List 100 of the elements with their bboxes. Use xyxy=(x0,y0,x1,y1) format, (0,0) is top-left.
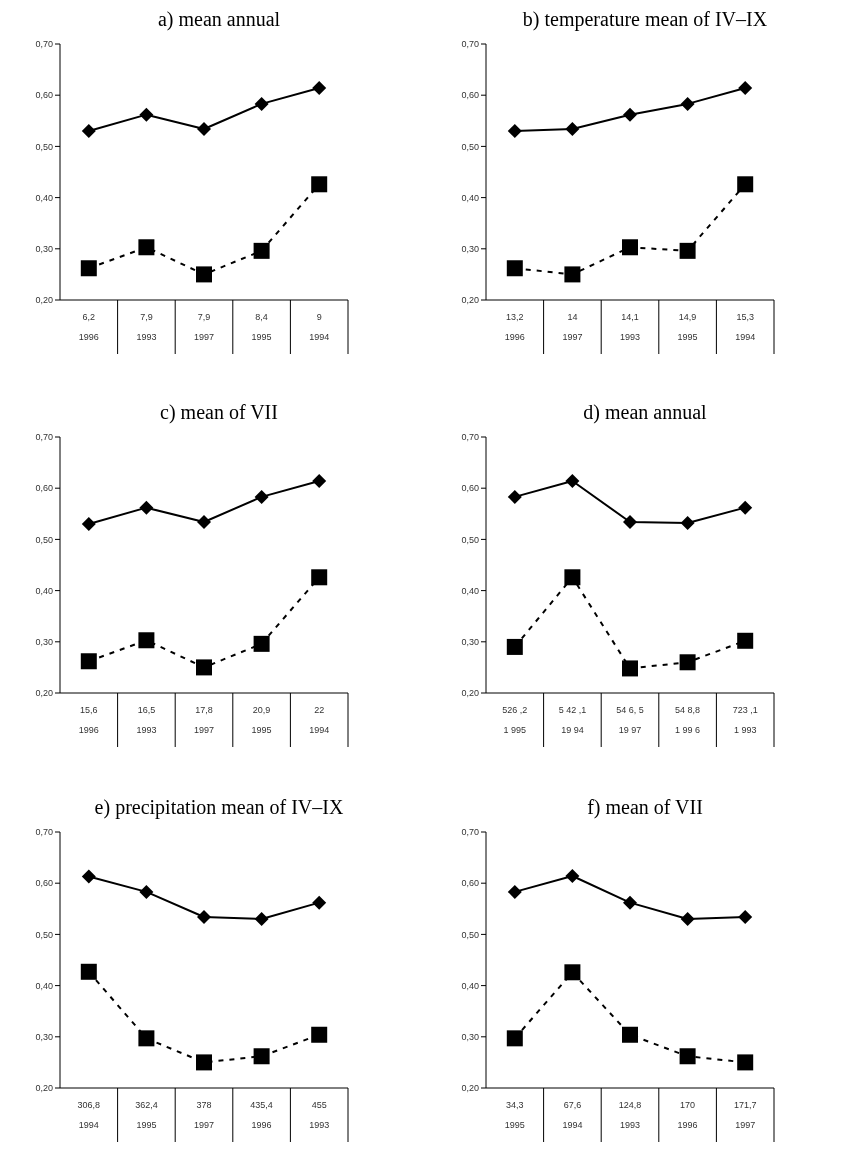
x-tick-label: 306,8 1994 xyxy=(77,1100,101,1130)
chart-title: b) temperature mean of IV–IX xyxy=(521,8,769,33)
point xyxy=(565,121,580,136)
chart-title: d) mean annual xyxy=(582,401,708,426)
y-tick-label: 0,70 xyxy=(35,39,53,50)
point xyxy=(138,632,155,649)
y-tick-label: 0,20 xyxy=(461,688,479,699)
point xyxy=(311,569,328,586)
x-tick-label: 5 42 ,1 19 94 xyxy=(558,705,587,735)
y-tick-label: 0,70 xyxy=(461,39,479,50)
point xyxy=(139,107,154,122)
x-tick-label: 362,4 1995 xyxy=(135,1100,158,1130)
point xyxy=(197,121,211,136)
point xyxy=(312,81,327,96)
y-tick-label: 0,50 xyxy=(461,929,479,940)
y-tick-label: 0,20 xyxy=(35,1083,53,1094)
x-tick-label: 14,1 1993 xyxy=(619,312,641,342)
x-tick-label: 170 1996 xyxy=(677,1100,698,1130)
point xyxy=(507,489,522,504)
point xyxy=(737,176,754,193)
y-tick-label: 0,50 xyxy=(461,141,479,152)
y-tick-label: 0,60 xyxy=(35,483,53,494)
y-tick-label: 0,20 xyxy=(461,1083,479,1094)
x-tick-label: 6,2 1996 xyxy=(78,312,99,342)
point xyxy=(737,1054,754,1071)
point xyxy=(139,884,154,899)
point xyxy=(564,964,581,981)
point xyxy=(253,635,270,652)
point xyxy=(311,176,328,193)
y-tick-label: 0,60 xyxy=(35,90,53,101)
y-tick-label: 0,40 xyxy=(35,585,53,596)
point xyxy=(197,514,211,529)
point xyxy=(622,1026,638,1043)
point xyxy=(506,638,523,655)
point xyxy=(623,107,637,122)
y-tick-label: 0,30 xyxy=(461,244,479,254)
y-tick-label: 0,50 xyxy=(35,929,53,940)
point xyxy=(80,260,97,277)
point xyxy=(80,653,97,670)
x-tick-label: 435,4 1996 xyxy=(250,1100,273,1130)
y-tick-label: 0,40 xyxy=(35,980,53,991)
x-tick-label: 455 1993 xyxy=(309,1100,330,1130)
y-tick-label: 0,40 xyxy=(461,192,479,203)
y-tick-label: 0,30 xyxy=(461,1031,479,1042)
point xyxy=(738,909,753,924)
y-tick-label: 0,70 xyxy=(461,432,479,443)
point xyxy=(196,266,212,283)
y-tick-label: 0,20 xyxy=(35,295,53,306)
x-tick-label: 67,6 1994 xyxy=(562,1100,583,1130)
y-tick-label: 0,30 xyxy=(35,244,53,254)
y-tick-label: 0,60 xyxy=(461,483,479,494)
point xyxy=(564,569,581,586)
point xyxy=(81,517,96,532)
point xyxy=(81,869,96,884)
y-tick-label: 0,40 xyxy=(461,585,479,596)
x-tick-label: 7,9 1993 xyxy=(136,312,157,342)
y-tick-label: 0,70 xyxy=(35,827,53,838)
x-tick-label: 54 8,8 1 99 6 xyxy=(675,705,701,735)
y-tick-label: 0,50 xyxy=(35,534,53,545)
point xyxy=(506,260,523,277)
point xyxy=(254,96,269,111)
point xyxy=(738,500,753,515)
point xyxy=(80,963,97,980)
x-tick-label: 124,8 1993 xyxy=(618,1100,642,1130)
x-tick-label: 7,9 1997 xyxy=(193,312,215,342)
y-tick-label: 0,60 xyxy=(461,878,479,889)
y-tick-label: 0,60 xyxy=(35,878,53,889)
x-tick-label: 34,3 1995 xyxy=(504,1100,525,1130)
y-tick-label: 0,60 xyxy=(461,90,479,101)
x-tick-label: 723 ,1 1 993 xyxy=(732,705,758,735)
y-tick-label: 0,40 xyxy=(461,980,479,991)
x-tick-label: 54 6, 5 19 97 xyxy=(616,705,644,735)
x-tick-label: 9 1994 xyxy=(309,312,330,342)
y-tick-label: 0,70 xyxy=(35,432,53,443)
point xyxy=(254,489,269,504)
point xyxy=(738,81,753,96)
chart-title: f) mean of VII xyxy=(586,796,704,821)
y-tick-label: 0,70 xyxy=(461,827,479,838)
y-tick-label: 0,30 xyxy=(35,1031,53,1042)
point xyxy=(623,895,637,910)
point xyxy=(138,1030,155,1047)
y-tick-label: 0,50 xyxy=(461,534,479,545)
point xyxy=(679,242,696,259)
point xyxy=(623,514,637,529)
point xyxy=(138,239,155,256)
point xyxy=(680,912,695,927)
point xyxy=(196,659,212,676)
point xyxy=(506,1030,523,1047)
point xyxy=(680,96,695,111)
x-tick-label: 15,3 1994 xyxy=(735,312,756,342)
point xyxy=(622,239,638,256)
y-tick-label: 0,40 xyxy=(35,192,53,203)
point xyxy=(679,654,696,671)
point xyxy=(197,909,211,924)
chart-title: e) precipitation mean of IV–IX xyxy=(93,796,345,821)
x-tick-label: 22 1994 xyxy=(309,705,330,735)
x-tick-label: 8,4 1995 xyxy=(251,312,272,342)
point xyxy=(507,124,522,139)
y-tick-label: 0,20 xyxy=(461,295,479,306)
point xyxy=(737,632,754,649)
